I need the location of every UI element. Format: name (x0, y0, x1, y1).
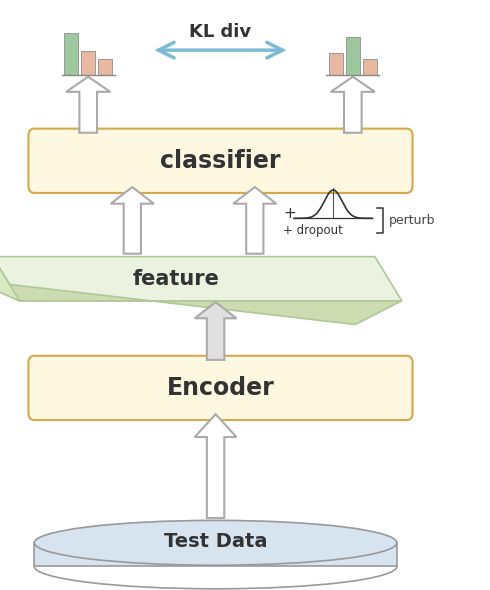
Text: perturb: perturb (389, 214, 436, 227)
Polygon shape (66, 77, 110, 133)
Polygon shape (0, 280, 402, 325)
Text: feature: feature (133, 269, 220, 289)
Text: +: + (283, 206, 296, 221)
Polygon shape (195, 414, 236, 518)
Text: Test Data: Test Data (164, 532, 268, 551)
Ellipse shape (34, 520, 397, 565)
Polygon shape (346, 37, 360, 75)
Polygon shape (331, 77, 375, 133)
Text: KL div: KL div (190, 24, 251, 41)
Text: Encoder: Encoder (167, 376, 274, 400)
Polygon shape (195, 302, 236, 360)
Polygon shape (81, 51, 95, 75)
Text: + dropout: + dropout (283, 224, 343, 237)
Polygon shape (329, 53, 343, 75)
FancyBboxPatch shape (28, 129, 413, 193)
Polygon shape (98, 59, 112, 75)
FancyArrowPatch shape (159, 42, 282, 58)
Polygon shape (0, 257, 402, 301)
FancyBboxPatch shape (28, 356, 413, 420)
Polygon shape (233, 187, 276, 254)
Polygon shape (111, 187, 154, 254)
Text: classifier: classifier (160, 149, 281, 173)
Polygon shape (64, 33, 78, 75)
Polygon shape (0, 257, 20, 301)
Polygon shape (363, 59, 377, 75)
Polygon shape (34, 543, 397, 566)
